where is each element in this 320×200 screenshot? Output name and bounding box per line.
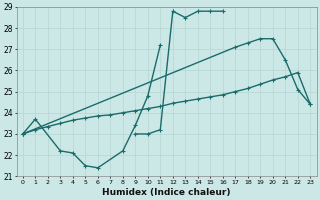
- X-axis label: Humidex (Indice chaleur): Humidex (Indice chaleur): [102, 188, 231, 197]
